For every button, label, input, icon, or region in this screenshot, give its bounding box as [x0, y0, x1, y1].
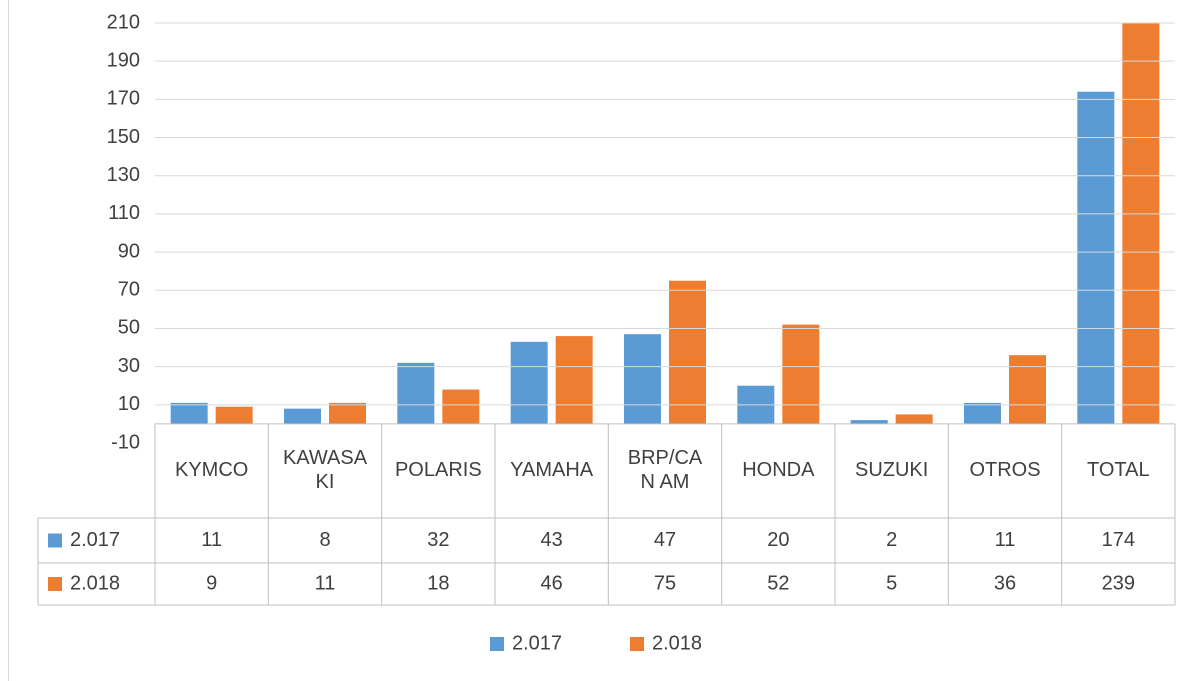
x-category-label: KYMCO: [175, 459, 248, 481]
bar: [1009, 355, 1046, 424]
bar: [170, 402, 208, 424]
table-value: 47: [654, 529, 676, 551]
bar: [215, 406, 253, 424]
bar: [442, 389, 480, 424]
table-value: 8: [319, 529, 330, 551]
y-tick-label: -10: [111, 431, 140, 453]
y-tick-label: 50: [118, 317, 140, 339]
table-value: 9: [206, 572, 217, 594]
table-value: 32: [427, 529, 449, 551]
bar: [397, 362, 435, 424]
y-tick-label: 170: [107, 88, 140, 110]
y-tick-label: 90: [118, 240, 140, 262]
bar: [1122, 23, 1160, 424]
table-value: 11: [315, 572, 336, 594]
table-series-label: 2.017: [70, 529, 120, 551]
table-value: 36: [994, 572, 1016, 594]
table-value: 52: [767, 572, 789, 594]
y-tick-label: 30: [118, 355, 140, 377]
bar: [669, 280, 706, 424]
bar: [964, 402, 1001, 424]
table-value: 18: [427, 572, 449, 594]
legend-key: [490, 637, 504, 651]
legend-key: [630, 637, 644, 651]
table-series-label: 2.018: [70, 572, 120, 594]
y-tick-label: 130: [107, 164, 140, 186]
table-value: 20: [767, 529, 789, 551]
y-tick-label: 190: [107, 49, 140, 71]
bar: [624, 334, 661, 424]
x-category-label: BRP/CA N AM: [628, 447, 703, 493]
bar: [510, 341, 548, 424]
bar: [850, 420, 888, 424]
x-category-label: SUZUKI: [855, 459, 928, 481]
y-tick-label: 70: [118, 279, 140, 301]
table-legend-key: [48, 533, 62, 548]
bar: [782, 324, 820, 424]
x-category-label: YAMAHA: [510, 459, 594, 481]
x-category-label: KAWASA KI: [283, 447, 368, 493]
legend-label: 2.018: [652, 632, 702, 654]
table-value: 5: [886, 572, 897, 594]
bar: [895, 414, 933, 424]
table-value: 11: [995, 529, 1016, 551]
bar: [555, 336, 593, 424]
chart-border: [8, 0, 9, 681]
table-value: 2: [886, 529, 897, 551]
table-value: 75: [654, 572, 676, 594]
x-category-label: TOTAL: [1087, 459, 1150, 481]
table-value: 174: [1102, 529, 1135, 551]
x-category-label: POLARIS: [395, 459, 482, 481]
bars: [170, 23, 1160, 424]
y-tick-label: 150: [107, 126, 140, 148]
bar: [1077, 91, 1115, 424]
bar: [329, 402, 366, 424]
x-category-label: OTROS: [969, 459, 1040, 481]
table-value: 11: [201, 529, 222, 551]
table-value: 43: [541, 529, 563, 551]
y-tick-label: 110: [108, 202, 140, 224]
table-value: 46: [541, 572, 563, 594]
y-tick-label: 210: [107, 11, 140, 33]
table-value: 239: [1102, 572, 1135, 594]
legend-label: 2.017: [512, 632, 562, 654]
table-legend-key: [48, 577, 62, 591]
x-category-label: HONDA: [742, 459, 815, 481]
y-tick-label: 10: [118, 393, 140, 415]
bar: [284, 408, 321, 424]
